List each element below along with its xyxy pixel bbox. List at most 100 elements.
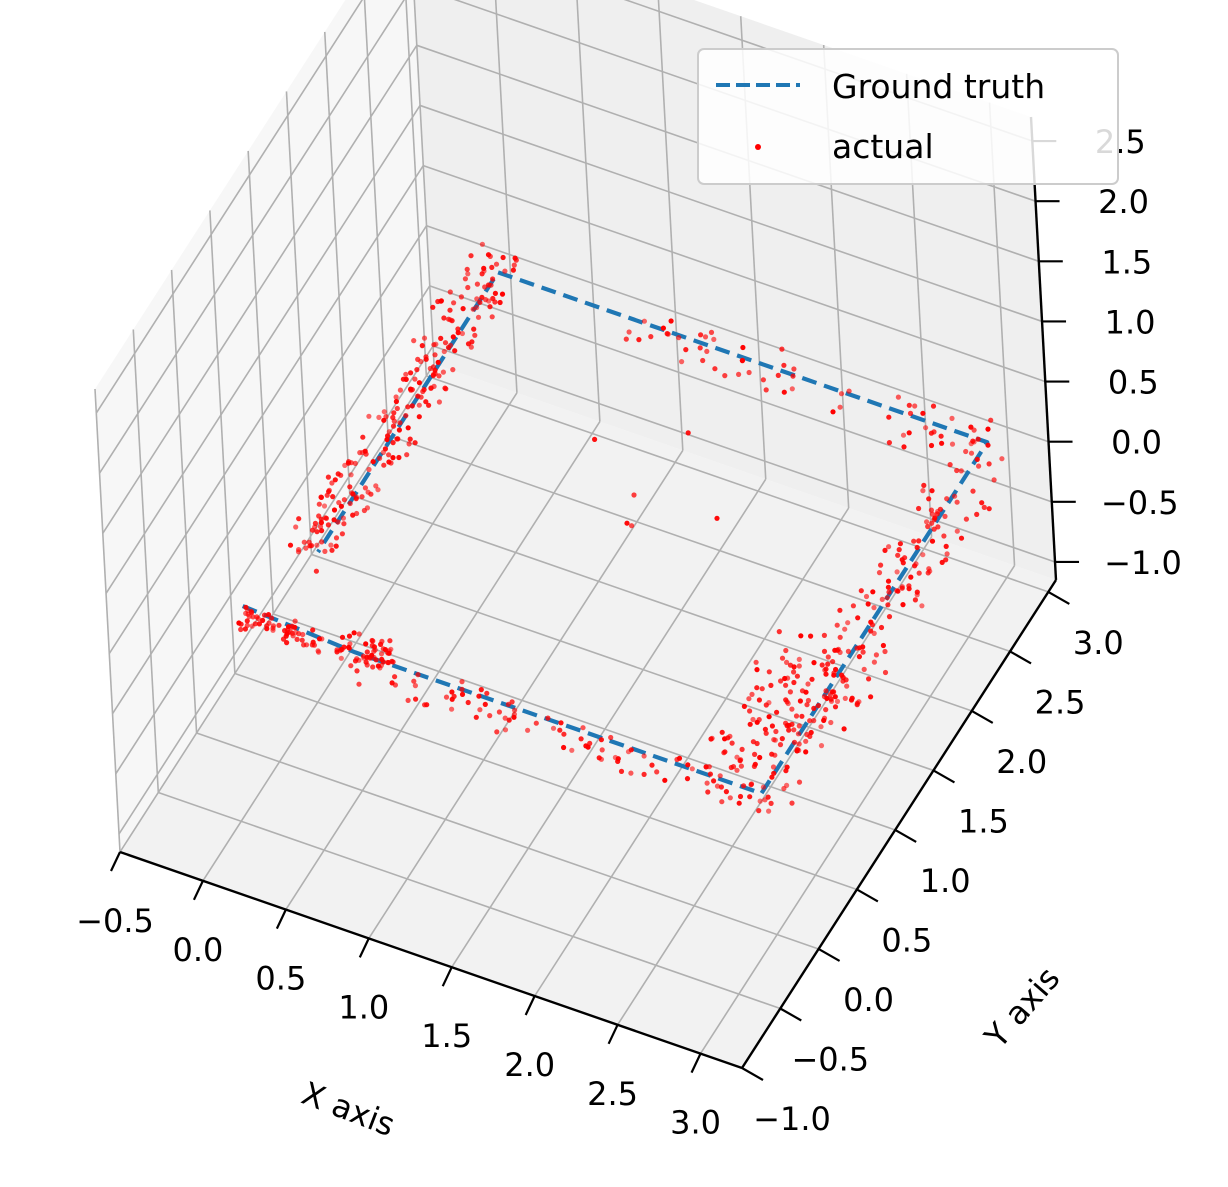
actual-point xyxy=(944,496,950,502)
actual-point xyxy=(785,675,791,681)
actual-point xyxy=(378,651,385,657)
actual-point xyxy=(339,531,345,537)
legend-actual-swatch xyxy=(755,144,761,150)
actual-point xyxy=(766,714,772,720)
actual-point xyxy=(783,720,789,726)
actual-point xyxy=(798,633,804,639)
y-tick xyxy=(932,769,956,784)
actual-point xyxy=(485,282,492,288)
actual-point xyxy=(452,348,458,354)
actual-point xyxy=(684,776,691,782)
actual-point xyxy=(843,677,849,683)
actual-point xyxy=(356,631,362,637)
actual-point xyxy=(489,264,495,270)
actual-point xyxy=(440,369,446,375)
actual-point xyxy=(252,621,258,627)
actual-point xyxy=(952,493,958,499)
y-tick xyxy=(894,828,917,843)
actual-point xyxy=(435,359,441,365)
actual-point xyxy=(386,429,392,435)
actual-point xyxy=(336,500,342,506)
actual-point xyxy=(580,725,586,731)
actual-point xyxy=(685,762,691,768)
actual-point xyxy=(719,729,725,735)
actual-point xyxy=(845,648,852,655)
actual-point xyxy=(821,632,828,639)
actual-point xyxy=(830,659,836,665)
actual-point xyxy=(911,538,917,544)
actual-point xyxy=(779,655,786,661)
actual-point xyxy=(238,626,244,633)
actual-point xyxy=(799,713,805,719)
actual-point xyxy=(734,767,740,773)
actual-point xyxy=(845,620,851,626)
actual-point xyxy=(811,718,817,724)
actual-point xyxy=(628,770,634,776)
actual-point xyxy=(895,552,901,558)
actual-point xyxy=(411,338,417,344)
actual-point xyxy=(450,367,456,373)
actual-point xyxy=(436,399,442,405)
actual-point xyxy=(264,623,270,629)
actual-point xyxy=(284,640,290,646)
actual-point xyxy=(357,450,363,456)
actual-point xyxy=(362,485,368,491)
grid-line xyxy=(432,345,1056,563)
actual-point xyxy=(317,524,324,530)
actual-point xyxy=(803,749,809,755)
actual-point xyxy=(827,692,833,698)
axes xyxy=(110,116,1080,1081)
actual-point xyxy=(424,702,430,708)
actual-point xyxy=(341,521,347,527)
actual-point xyxy=(815,703,822,709)
actual-point xyxy=(796,779,803,785)
actual-point xyxy=(335,471,341,477)
actual-point xyxy=(366,413,372,419)
actual-point xyxy=(702,334,709,340)
actual-point xyxy=(341,497,347,503)
x-axis-line xyxy=(119,850,743,1070)
actual-point xyxy=(433,341,439,347)
actual-point xyxy=(842,695,848,702)
actual-point xyxy=(912,403,918,409)
actual-point xyxy=(895,394,902,400)
actual-point xyxy=(791,664,797,670)
actual-point xyxy=(832,704,839,710)
actual-point xyxy=(697,345,703,351)
actual-point xyxy=(381,417,387,423)
actual-point xyxy=(322,548,328,555)
actual-point xyxy=(487,713,493,719)
actual-point xyxy=(771,737,777,743)
actual-point xyxy=(363,641,369,647)
actual-point xyxy=(438,298,444,304)
actual-point xyxy=(442,385,448,391)
actual-point xyxy=(473,714,479,720)
actual-point xyxy=(475,314,482,320)
actual-point xyxy=(510,267,516,273)
actual-point xyxy=(929,511,936,517)
actual-point xyxy=(871,659,878,665)
actual-point xyxy=(350,512,356,518)
actual-point xyxy=(937,506,944,512)
grid-line xyxy=(311,553,934,772)
actual-point xyxy=(245,607,251,614)
actual-point xyxy=(823,688,829,694)
grid-line xyxy=(423,164,1046,383)
actual-point xyxy=(926,496,932,502)
legend-actual-label: actual xyxy=(832,127,934,166)
actual-point xyxy=(823,707,829,713)
actual-point xyxy=(821,694,828,700)
actual-point xyxy=(768,800,774,807)
actual-point xyxy=(303,642,310,648)
actual-point xyxy=(361,507,367,514)
actual-point xyxy=(459,686,465,693)
actual-point xyxy=(837,607,843,613)
actual-point xyxy=(319,528,325,534)
actual-point xyxy=(844,683,850,689)
actual-point xyxy=(236,620,242,626)
actual-point xyxy=(459,691,466,698)
actual-point xyxy=(496,709,502,715)
actual-point xyxy=(736,371,742,377)
actual-point xyxy=(763,387,769,393)
actual-point xyxy=(375,663,381,669)
